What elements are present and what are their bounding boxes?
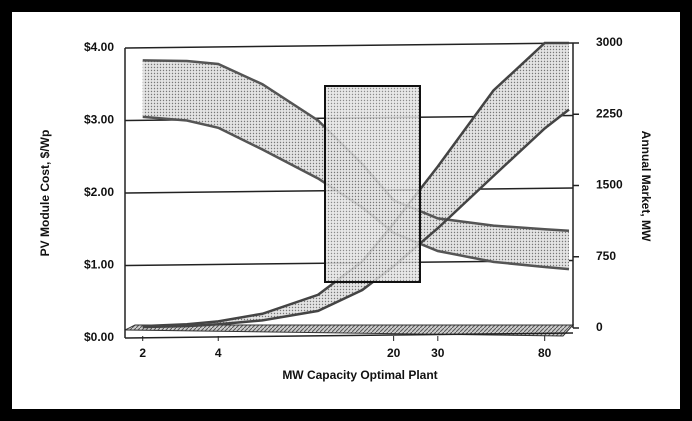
y-tick-label: $1.00 [84, 258, 114, 272]
y2-tick-label: 0 [596, 320, 603, 334]
x-tick-label: 4 [215, 346, 222, 360]
y-tick-label: $0.00 [84, 330, 114, 344]
x-axis-label: MW Capacity Optimal Plant [282, 368, 437, 382]
x-tick-label: 2 [139, 346, 146, 360]
y2-tick-label: 750 [596, 249, 616, 263]
y2-tick-label: 1500 [596, 178, 623, 192]
y-tick-label: $3.00 [84, 113, 114, 127]
y-tick-label: $2.00 [84, 185, 114, 199]
y-tick-label: $4.00 [84, 40, 114, 54]
x-tick-label: 20 [387, 346, 401, 360]
x-tick-label: 80 [538, 346, 552, 360]
x-tick-label: 30 [431, 346, 445, 360]
highlight-box [324, 85, 421, 283]
grid-line [124, 332, 574, 339]
grid-line [124, 42, 574, 49]
y2-tick-label: 2250 [596, 106, 623, 120]
y-axis-label: PV Module Cost, $/Wp [38, 130, 52, 257]
y2-tick-label: 3000 [596, 35, 623, 49]
band-edge [142, 108, 570, 329]
y2-axis-label: Annual Market, MW [639, 131, 653, 242]
